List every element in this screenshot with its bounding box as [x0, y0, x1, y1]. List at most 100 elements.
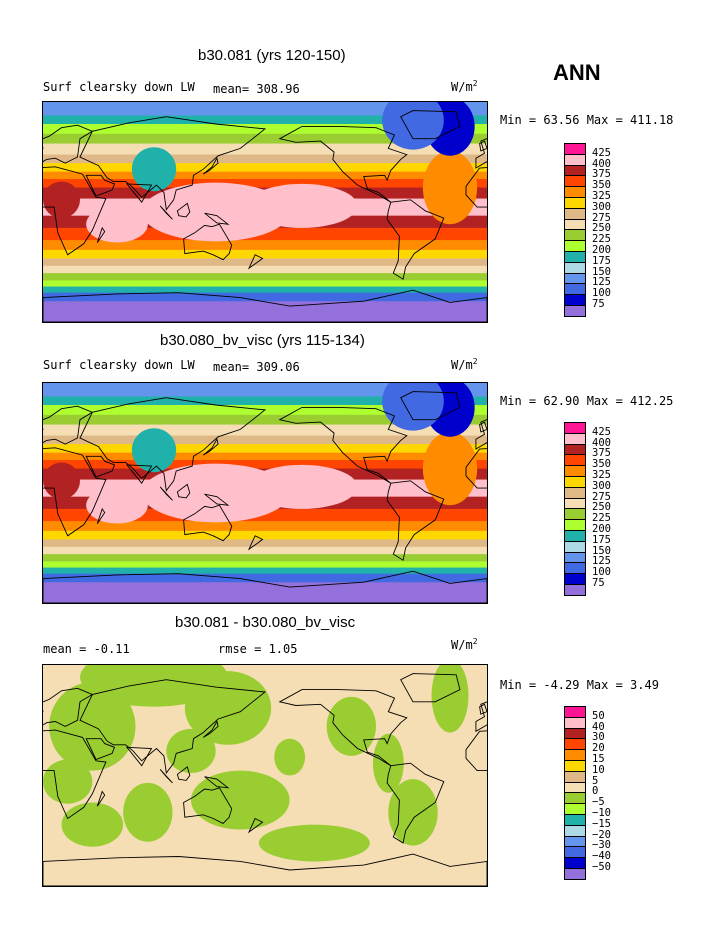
colorbar-level-label: 40	[592, 720, 605, 733]
zonal-band	[43, 508, 487, 522]
zonal-band	[43, 460, 487, 470]
colorbar-level-label: 350	[592, 179, 611, 192]
zonal-band	[43, 171, 487, 180]
zonal-band	[43, 567, 487, 575]
colorbar-level-label: 250	[592, 501, 611, 514]
colorbar-level-label: 425	[592, 146, 611, 159]
colorbar-level-label: 150	[592, 544, 611, 557]
coastline	[79, 116, 267, 211]
zonal-band	[43, 396, 487, 406]
zonal-band	[43, 133, 487, 145]
panel-3-map	[42, 664, 488, 887]
colorbar-level-label: 175	[592, 533, 611, 546]
coastline	[247, 817, 264, 834]
colorbar-level-label: 225	[592, 512, 611, 525]
colorbar-level-label: 375	[592, 447, 611, 460]
coastline	[278, 689, 408, 767]
coastline	[386, 199, 445, 280]
zonal-band	[43, 414, 487, 426]
zonal-band	[43, 383, 487, 397]
colorbar-swatch	[564, 305, 586, 317]
coastline	[204, 776, 230, 789]
zonal-band	[43, 115, 487, 125]
coastline	[96, 790, 106, 807]
zonal-band	[43, 163, 487, 173]
zonal-band	[43, 424, 487, 437]
zonal-band	[43, 582, 487, 603]
colorbar-level-label: 400	[592, 436, 611, 449]
coastline	[203, 720, 219, 738]
coastline	[125, 746, 153, 767]
field-anomaly	[388, 779, 438, 846]
panel-2-stats: Min = 62.90 Max = 412.25	[500, 394, 674, 408]
coastline	[43, 570, 487, 603]
coastline	[176, 766, 191, 781]
panel-3-map-svg	[43, 665, 487, 886]
coastline	[386, 480, 445, 561]
figure-label: ANN	[553, 60, 601, 85]
colorbar-level-label: 50	[592, 709, 605, 722]
coastline	[183, 504, 233, 542]
colorbar-level-label: 400	[592, 157, 611, 170]
coastline	[43, 729, 107, 820]
field-anomaly	[382, 102, 444, 150]
field-anomaly	[246, 183, 358, 228]
panel-2-map	[42, 382, 488, 604]
panel-2-map-svg	[43, 383, 487, 603]
coastline	[96, 226, 106, 243]
field-anomaly	[123, 782, 173, 842]
panel-3-unit: W/m2	[451, 637, 478, 652]
coastline	[85, 174, 116, 197]
field-anomaly	[131, 428, 177, 473]
coastline	[43, 853, 487, 886]
coastline	[475, 138, 487, 169]
colorbar-level-label: 0	[592, 785, 599, 798]
panel-1-stats: Min = 63.56 Max = 411.18	[500, 113, 674, 127]
colorbar-swatch	[564, 584, 586, 596]
coastline	[43, 687, 94, 727]
panel-3-mean: mean = -0.11	[43, 642, 130, 656]
colorbar-level-label: −40	[592, 850, 611, 863]
colorbar-level-label: 300	[592, 200, 611, 213]
colorbar-level-label: 275	[592, 490, 611, 503]
panel-3-title: b30.081 - b30.080_bv_visc	[175, 614, 356, 631]
colorbar-level-label: 125	[592, 555, 611, 568]
colorbar-level-label: 275	[592, 211, 611, 224]
coastline	[203, 156, 219, 175]
coastline	[479, 703, 487, 715]
panel-2-title: b30.080_bv_visc (yrs 115-134)	[160, 332, 365, 349]
zonal-band	[43, 154, 487, 164]
coastline	[204, 212, 230, 225]
colorbar-level-label: 200	[592, 523, 611, 535]
zonal-band	[43, 561, 487, 569]
colorbar-level-label: 20	[592, 742, 605, 755]
field-anomaly	[258, 824, 370, 862]
zonal-band	[43, 546, 487, 555]
colorbar-level-label: 200	[592, 244, 611, 256]
coastline	[43, 166, 107, 256]
field-anomaly	[274, 738, 306, 776]
zonal-band	[43, 452, 487, 461]
zonal-band	[43, 273, 487, 281]
field-anomaly	[382, 383, 444, 431]
coastline	[43, 124, 94, 164]
zonal-band	[43, 444, 487, 454]
coastline	[79, 679, 267, 775]
colorbar-level-label: 75	[592, 577, 605, 589]
coastline	[475, 701, 487, 733]
coastline	[183, 787, 233, 824]
field-anomaly	[431, 665, 469, 733]
colorbar-level-label: 375	[592, 168, 611, 181]
coastline	[125, 183, 153, 203]
coastline	[479, 421, 487, 433]
colorbar-level-label: 5	[592, 774, 599, 787]
coastline	[176, 483, 191, 499]
colorbar-level-label: −15	[592, 817, 611, 830]
coastline	[386, 762, 445, 844]
zonal-band	[43, 249, 487, 259]
coastline	[43, 447, 107, 537]
colorbar-level-label: −10	[592, 807, 611, 819]
zonal-band	[43, 258, 487, 267]
field-anomaly	[43, 759, 93, 804]
coastline	[125, 464, 153, 484]
